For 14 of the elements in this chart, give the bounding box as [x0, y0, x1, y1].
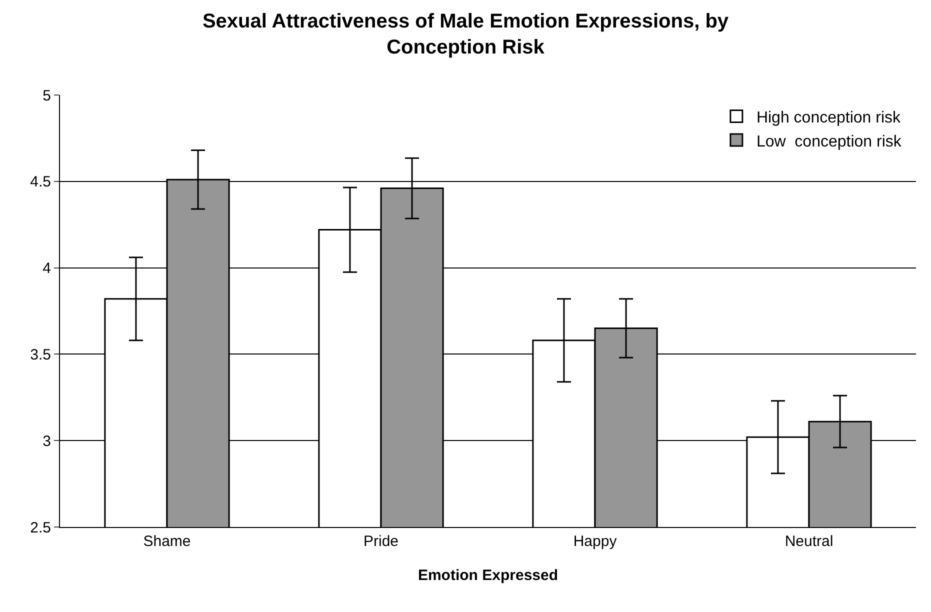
- x-axis-title: Emotion Expressed: [418, 567, 558, 584]
- y-tick-label: 3: [42, 432, 51, 450]
- y-tick-label: 4.5: [30, 174, 51, 191]
- legend-label: High conception risk: [756, 109, 902, 126]
- x-tick-label: Pride: [363, 533, 399, 550]
- x-tick-label: Shame: [143, 533, 191, 550]
- y-tick-label: 3.5: [30, 346, 51, 364]
- y-tick-label: 2.5: [30, 519, 51, 536]
- y-tick-label: 4: [42, 260, 51, 278]
- legend-label: Low conception risk: [756, 133, 902, 150]
- x-tick-label: Neutral: [784, 533, 834, 550]
- chart-title: Sexual Attractiveness of Male Emotion Expressions, by Conception Risk: [202, 10, 730, 59]
- x-tick-label: Happy: [573, 533, 618, 550]
- y-tick-label: 5: [42, 87, 51, 104]
